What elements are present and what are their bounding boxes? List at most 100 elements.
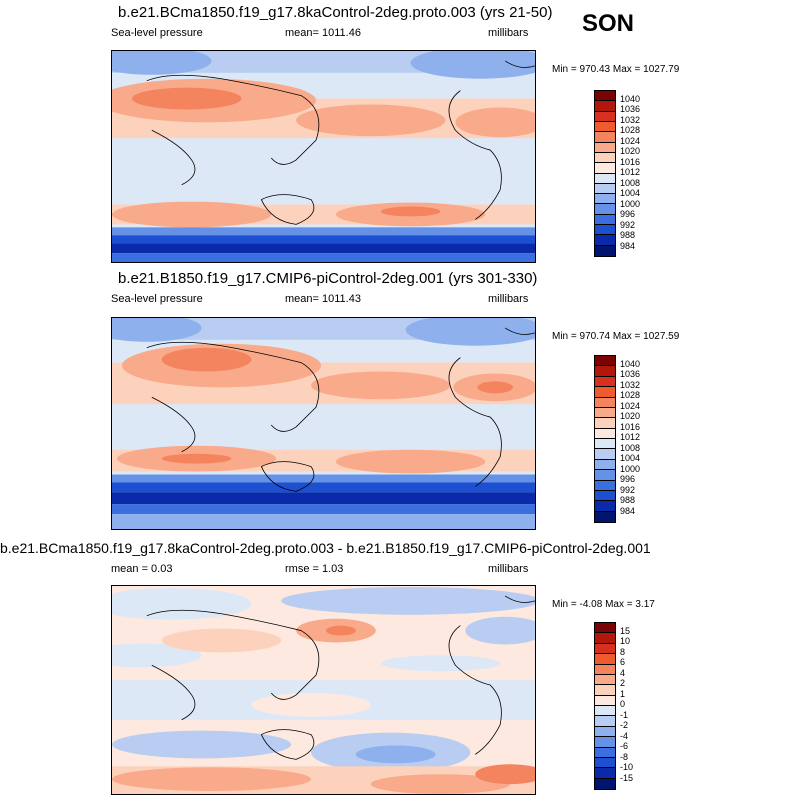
panel1-colorbar [594,90,616,257]
panel1-colorbar-swatch [595,91,615,102]
panel3-colorbar-swatch [595,623,615,634]
panel1-title: b.e21.BCma1850.f19_g17.8kaControl-2deg.p… [118,4,553,21]
colorbar-tick-label: -10 [620,762,634,772]
panel1-minmax: Min = 970.43 Max = 1027.79 [552,64,680,75]
panel3-map [111,585,536,795]
panel2-colorbar-swatch [595,480,615,491]
panel2-units-label: millibars [488,293,529,305]
colorbar-tick-label: 1008 [620,443,641,453]
panel3-colorbar-swatch [595,706,615,717]
colorbar-tick-label: 1008 [620,178,641,188]
panel2-colorbar-swatch [595,397,615,408]
colorbar-tick-label: 10 [620,636,631,646]
panel1-colorbar-swatch [595,245,615,256]
panel3-colorbar-swatch [595,737,615,748]
panel2-colorbar-swatch [595,449,615,460]
panel1-colorbar-swatch [595,183,615,195]
panel2-colorbar-swatch [595,501,615,512]
panel3-colorbar-swatch [595,664,615,675]
colorbar-tick-label: 1036 [620,369,641,379]
colorbar-tick-label: 1036 [620,104,641,114]
colorbar-tick-label: 4 [620,668,626,678]
colorbar-tick-label: 1004 [620,188,641,198]
panel3-colorbar-swatch [595,633,615,644]
panel3-colorbar [594,622,616,790]
panel3-colorbar-swatch [595,768,615,779]
panel3-title: b.e21.BCma1850.f19_g17.8kaControl-2deg.p… [0,540,651,556]
colorbar-tick-label: 988 [620,230,636,240]
panel3-rmse-label: rmse = 1.03 [285,563,344,575]
colorbar-tick-label: 1040 [620,359,641,369]
panel2-colorbar-swatch [595,459,615,471]
panel3-colorbar-swatch [595,685,615,696]
panel3-colorbar-swatch [595,778,615,789]
panel1-colorbar-swatch [595,152,615,164]
panel1-colorbar-swatch [595,111,615,122]
panel2-title: b.e21.B1850.f19_g17.CMIP6-piControl-2deg… [118,270,538,287]
panel2-colorbar-swatch [595,376,615,388]
panel3-colorbar-swatch [595,654,615,665]
panel1-slp-field [112,51,535,262]
colorbar-tick-label: 1020 [620,411,641,421]
panel1-colorbar-swatch [595,204,615,215]
panel1-variable-label: Sea-level pressure [111,27,203,39]
colorbar-tick-label: 992 [620,220,636,230]
colorbar-tick-label: -15 [620,773,634,783]
colorbar-tick-label: 1032 [620,380,641,390]
panel2-colorbar-swatch [595,418,615,429]
panel1-colorbar-swatch [595,101,615,112]
panel1-colorbar-swatch [595,194,615,205]
colorbar-tick-label: 984 [620,241,636,251]
panel1-units-label: millibars [488,27,529,39]
panel2-colorbar-swatch [595,470,615,481]
panel1-colorbar-swatch [595,235,615,246]
colorbar-tick-label: 1024 [620,401,641,411]
panel2-map [111,317,536,530]
colorbar-tick-label: 988 [620,495,636,505]
panel2-colorbar-swatch [595,387,615,398]
colorbar-tick-label: 6 [620,657,626,667]
panel2-colorbar-swatch [595,428,615,439]
colorbar-tick-label: 992 [620,485,636,495]
panel2-colorbar-swatch [595,407,615,419]
colorbar-tick-label: 1012 [620,167,641,177]
panel2-minmax: Min = 970.74 Max = 1027.59 [552,331,680,342]
colorbar-tick-label: 996 [620,209,636,219]
colorbar-tick-label: 1040 [620,94,641,104]
panel3-minmax: Min = -4.08 Max = 3.17 [552,599,655,610]
panel2-colorbar-swatch [595,356,615,367]
panel1-colorbar-swatch [595,121,615,133]
panel2-colorbar-swatch [595,439,615,450]
colorbar-tick-label: 8 [620,647,626,657]
panel1-map [111,50,536,263]
colorbar-tick-label: 15 [620,626,631,636]
colorbar-tick-label: 1000 [620,464,641,474]
panel3-colorbar-swatch [595,726,615,738]
panel2-colorbar-swatch [595,366,615,377]
colorbar-tick-label: 1004 [620,453,641,463]
colorbar-tick-label: 0 [620,699,626,709]
panel3-mean-label: mean = 0.03 [111,563,173,575]
panel1-colorbar-swatch [595,163,615,174]
colorbar-tick-label: -6 [620,741,629,751]
panel2-slp-field [112,318,535,529]
panel3-colorbar-swatch [595,757,615,769]
colorbar-tick-label: 1028 [620,125,641,135]
panel2-colorbar [594,355,616,523]
panel1-colorbar-swatch [595,132,615,143]
colorbar-tick-label: 1028 [620,390,641,400]
panel3-colorbar-swatch [595,716,615,727]
panel2-variable-label: Sea-level pressure [111,293,203,305]
colorbar-tick-label: -1 [620,710,629,720]
colorbar-tick-label: 1000 [620,199,641,209]
panel3-colorbar-swatch [595,695,615,706]
colorbar-tick-label: 2 [620,678,626,688]
panel2-colorbar-swatch [595,490,615,502]
panel1-colorbar-swatch [595,173,615,184]
colorbar-tick-label: -4 [620,731,629,741]
season-label: SON [582,10,635,37]
colorbar-tick-label: -8 [620,752,629,762]
panel3-diff-field [112,586,535,794]
colorbar-tick-label: 1032 [620,115,641,125]
panel1-mean-label: mean= 1011.46 [285,27,361,39]
